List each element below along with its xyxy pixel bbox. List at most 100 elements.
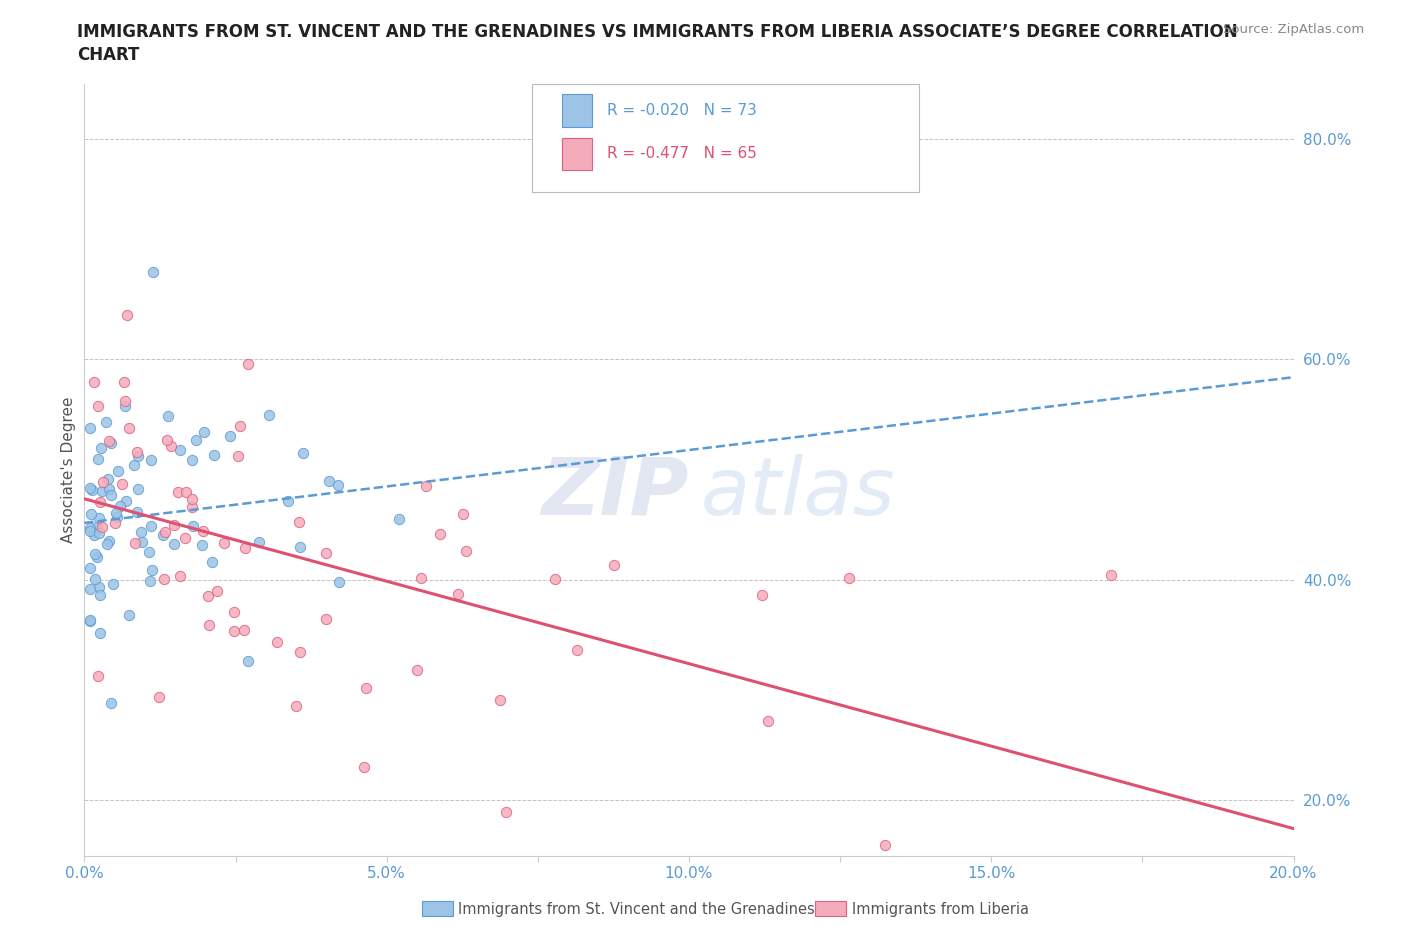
Point: [87, 452, 110, 467]
Point: [107, 464, 129, 479]
Point: [451, 507, 474, 522]
Point: [184, 432, 207, 447]
Point: [181, 492, 204, 507]
Point: [107, 510, 129, 525]
Point: [86, 520, 108, 535]
Point: [495, 804, 517, 819]
Point: [105, 505, 128, 520]
Point: [89, 588, 111, 603]
Point: [266, 635, 288, 650]
Y-axis label: Associate's Degree: Associate's Degree: [60, 396, 76, 543]
Point: [167, 485, 190, 499]
Point: [84, 546, 107, 561]
Point: [87, 511, 110, 525]
Point: [180, 500, 202, 515]
Point: [174, 485, 197, 500]
FancyBboxPatch shape: [531, 84, 918, 192]
Point: [291, 445, 314, 460]
Point: [236, 653, 259, 668]
Point: [191, 538, 214, 552]
Point: [104, 516, 127, 531]
Point: [138, 545, 160, 560]
Text: R = -0.020   N = 73: R = -0.020 N = 73: [607, 103, 756, 118]
Point: [197, 589, 219, 604]
Point: [603, 558, 626, 573]
Point: [89, 526, 111, 541]
Point: [124, 536, 146, 551]
Point: [79, 612, 101, 627]
Point: [838, 571, 860, 586]
Point: [212, 535, 235, 550]
Point: [83, 375, 105, 390]
Point: [454, 544, 477, 559]
Point: [131, 535, 153, 550]
Point: [139, 519, 162, 534]
Point: [180, 452, 202, 467]
Point: [388, 512, 411, 526]
Point: [139, 452, 162, 467]
Point: [567, 643, 589, 658]
Point: [83, 527, 105, 542]
Point: [89, 441, 111, 456]
Point: [79, 613, 101, 628]
Point: [219, 429, 242, 444]
Point: [89, 625, 111, 640]
Point: [108, 498, 131, 513]
Point: [181, 519, 204, 534]
Point: [79, 524, 101, 538]
Bar: [562, 138, 592, 170]
Point: [97, 472, 120, 486]
Point: [153, 572, 176, 587]
Point: [139, 574, 162, 589]
Point: [247, 535, 270, 550]
Text: Immigrants from St. Vincent and the Grenadines: Immigrants from St. Vincent and the Gren…: [458, 902, 815, 917]
Text: Immigrants from Liberia: Immigrants from Liberia: [852, 902, 1029, 917]
Point: [318, 474, 340, 489]
Text: IMMIGRANTS FROM ST. VINCENT AND THE GRENADINES VS IMMIGRANTS FROM LIBERIA ASSOCI: IMMIGRANTS FROM ST. VINCENT AND THE GREN…: [77, 23, 1237, 41]
Point: [127, 481, 149, 496]
Point: [98, 534, 121, 549]
Point: [156, 408, 179, 423]
Point: [288, 644, 311, 659]
Point: [873, 837, 896, 852]
Point: [169, 568, 191, 583]
Point: [1099, 567, 1122, 582]
Point: [84, 571, 107, 586]
Point: [148, 689, 170, 704]
Point: [79, 520, 101, 535]
Point: [87, 668, 110, 683]
Point: [100, 436, 122, 451]
Point: [354, 680, 377, 695]
Point: [202, 447, 225, 462]
Point: [228, 418, 250, 433]
Point: [125, 505, 148, 520]
Point: [288, 539, 311, 554]
Point: [236, 356, 259, 371]
Point: [328, 575, 350, 590]
Point: [100, 487, 122, 502]
Bar: [562, 94, 592, 126]
Point: [160, 439, 183, 454]
Text: atlas: atlas: [702, 454, 896, 532]
Point: [326, 477, 349, 492]
Point: [489, 693, 512, 708]
Point: [447, 586, 470, 601]
Point: [100, 696, 122, 711]
Point: [79, 481, 101, 496]
Point: [205, 583, 228, 598]
Point: [101, 577, 124, 591]
Point: [114, 393, 136, 408]
Point: [686, 870, 709, 885]
Point: [174, 530, 197, 545]
Point: [91, 475, 114, 490]
Point: [91, 520, 114, 535]
Text: ZIP: ZIP: [541, 454, 689, 532]
Point: [87, 579, 110, 594]
Point: [191, 524, 214, 538]
Text: R = -0.477   N = 65: R = -0.477 N = 65: [607, 146, 756, 162]
Point: [79, 561, 101, 576]
Point: [79, 582, 101, 597]
Point: [232, 623, 254, 638]
Point: [222, 604, 245, 619]
Point: [127, 449, 149, 464]
